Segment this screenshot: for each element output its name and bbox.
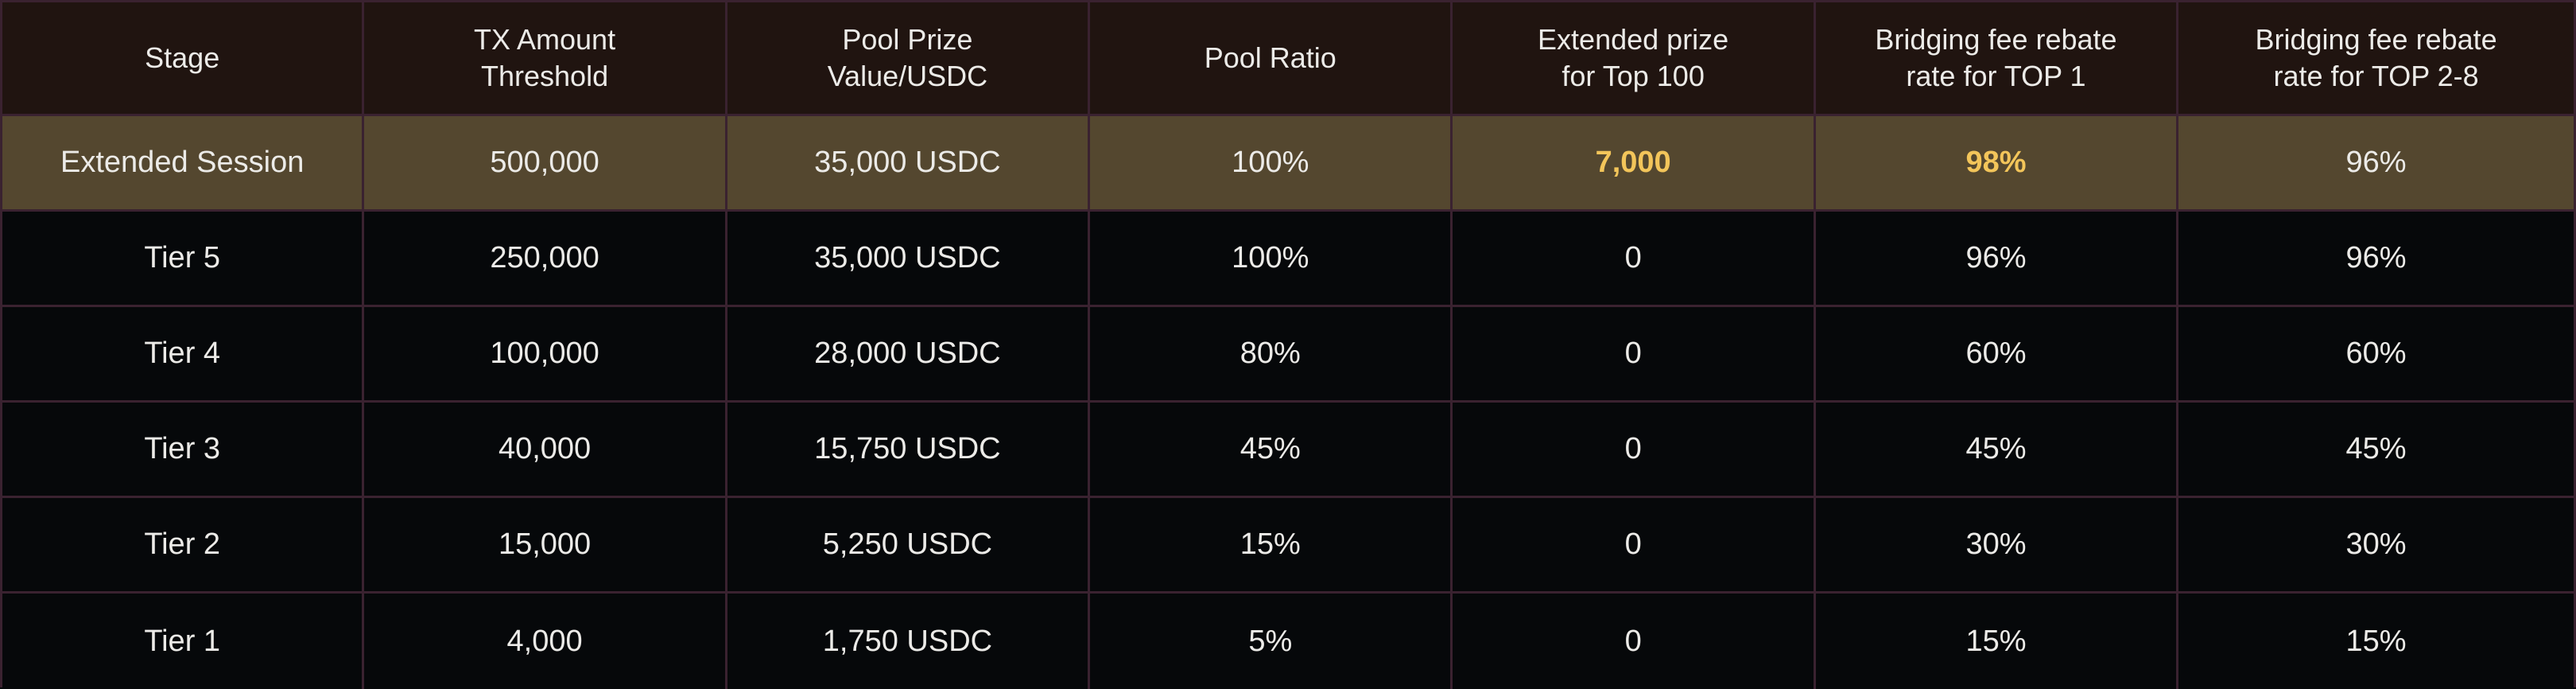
- table-cell-pool-ratio: 15%: [1090, 498, 1453, 591]
- table-row: Tier 2 15,000 5,250 USDC 15% 0 30% 30%: [2, 498, 2574, 594]
- header-tx-amount-threshold: TX Amount Threshold: [364, 2, 727, 114]
- table-cell-extended-prize: 0: [1453, 212, 1816, 305]
- table-cell-rebate-top2-8: 96%: [2345, 146, 2407, 180]
- table-cell-threshold: 40,000: [364, 403, 727, 496]
- table-cell-pool-prize: 1,750 USDC: [727, 594, 1091, 689]
- table-row: Tier 5 250,000 35,000 USDC 100% 0 96% 96…: [2, 212, 2574, 307]
- header-rebate-top1: Bridging fee rebate rate for TOP 1: [1816, 2, 2179, 114]
- table-cell-extended-prize: 7,000: [1453, 116, 1816, 209]
- table-cell-pool-ratio: 80%: [1090, 307, 1453, 400]
- header-rebate-top2-8: Bridging fee rebate rate for TOP 2-8: [2178, 2, 2574, 114]
- table-cell-threshold: 500,000: [364, 116, 727, 209]
- table-cell-rebate-top1: 98%: [1816, 116, 2179, 209]
- table-cell-pool-prize: 5,250 USDC: [727, 498, 1091, 591]
- table-cell-stage: Tier 4: [2, 307, 365, 400]
- table-cell-rebate-top1: 96%: [1816, 212, 2179, 305]
- table-cell-rebate-top1: 30%: [1816, 498, 2179, 591]
- header-pool-prize-value: Pool Prize Value/USDC: [727, 2, 1091, 114]
- table-cell-rebate-top2-8: 45%: [2345, 432, 2407, 466]
- table-cell-pool-prize: 15,750 USDC: [727, 403, 1091, 496]
- table-cell-threshold: 15,000: [364, 498, 727, 591]
- table-cell-pool-ratio: 100%: [1090, 212, 1453, 305]
- table-row-extended-session: Extended Session 500,000 35,000 USDC 100…: [2, 116, 2574, 212]
- header-stage: Stage: [2, 2, 365, 114]
- table-cell-rebate-top2-8: 96%: [2345, 241, 2407, 275]
- table-row: Tier 3 40,000 15,750 USDC 45% 0 45% 45%: [2, 403, 2574, 498]
- table-cell-pool-ratio: 45%: [1090, 403, 1453, 496]
- table-header-row: Stage TX Amount Threshold Pool Prize Val…: [2, 2, 2574, 116]
- table-cell-stage: Extended Session: [2, 116, 365, 209]
- header-rebate-top1-label: Bridging fee rebate rate for TOP 1: [1875, 22, 2117, 92]
- table-cell-extended-prize: 0: [1453, 403, 1816, 496]
- table-cell-rebate-top1: 60%: [1816, 307, 2179, 400]
- table-cell-stage: Tier 5: [2, 212, 365, 305]
- header-stage-label: Stage: [145, 41, 220, 74]
- table-cell-rebate-top2-8: 30%: [2345, 527, 2407, 562]
- table-cell-rebate-top2-8: 60%: [2345, 337, 2407, 371]
- table-cell-pool-ratio: 100%: [1090, 116, 1453, 209]
- header-rebate-top2-8-label: Bridging fee rebate rate for TOP 2-8: [2255, 22, 2497, 92]
- table-cell-rebate-top1: 15%: [1816, 594, 2179, 689]
- table-cell-threshold: 4,000: [364, 594, 727, 689]
- header-tx-amount-threshold-label: TX Amount Threshold: [474, 22, 616, 92]
- table-cell-pool-prize: 28,000 USDC: [727, 307, 1091, 400]
- table-cell-threshold: 100,000: [364, 307, 727, 400]
- table-cell-extended-prize: 0: [1453, 498, 1816, 591]
- table-cell-pool-prize: 35,000 USDC: [727, 116, 1091, 209]
- header-extended-prize: Extended prize for Top 100: [1453, 2, 1816, 114]
- table-row: Tier 1 4,000 1,750 USDC 5% 0 15% 15%: [2, 594, 2574, 689]
- table-cell-threshold: 250,000: [364, 212, 727, 305]
- header-pool-ratio-label: Pool Ratio: [1204, 41, 1336, 74]
- table-cell-extended-prize: 0: [1453, 594, 1816, 689]
- header-pool-ratio: Pool Ratio: [1090, 2, 1453, 114]
- table-cell-stage: Tier 3: [2, 403, 365, 496]
- table-row: Tier 4 100,000 28,000 USDC 80% 0 60% 60%: [2, 307, 2574, 403]
- header-pool-prize-value-label: Pool Prize Value/USDC: [827, 22, 988, 92]
- table-cell-stage: Tier 2: [2, 498, 365, 591]
- table-cell-pool-ratio: 5%: [1090, 594, 1453, 689]
- table-cell-extended-prize: 0: [1453, 307, 1816, 400]
- table-cell-rebate-top1: 45%: [1816, 403, 2179, 496]
- table-cell-pool-prize: 35,000 USDC: [727, 212, 1091, 305]
- table-cell-stage: Tier 1: [2, 594, 365, 689]
- header-extended-prize-label: Extended prize for Top 100: [1538, 22, 1729, 92]
- table-cell-rebate-top2-8: 15%: [2345, 624, 2407, 658]
